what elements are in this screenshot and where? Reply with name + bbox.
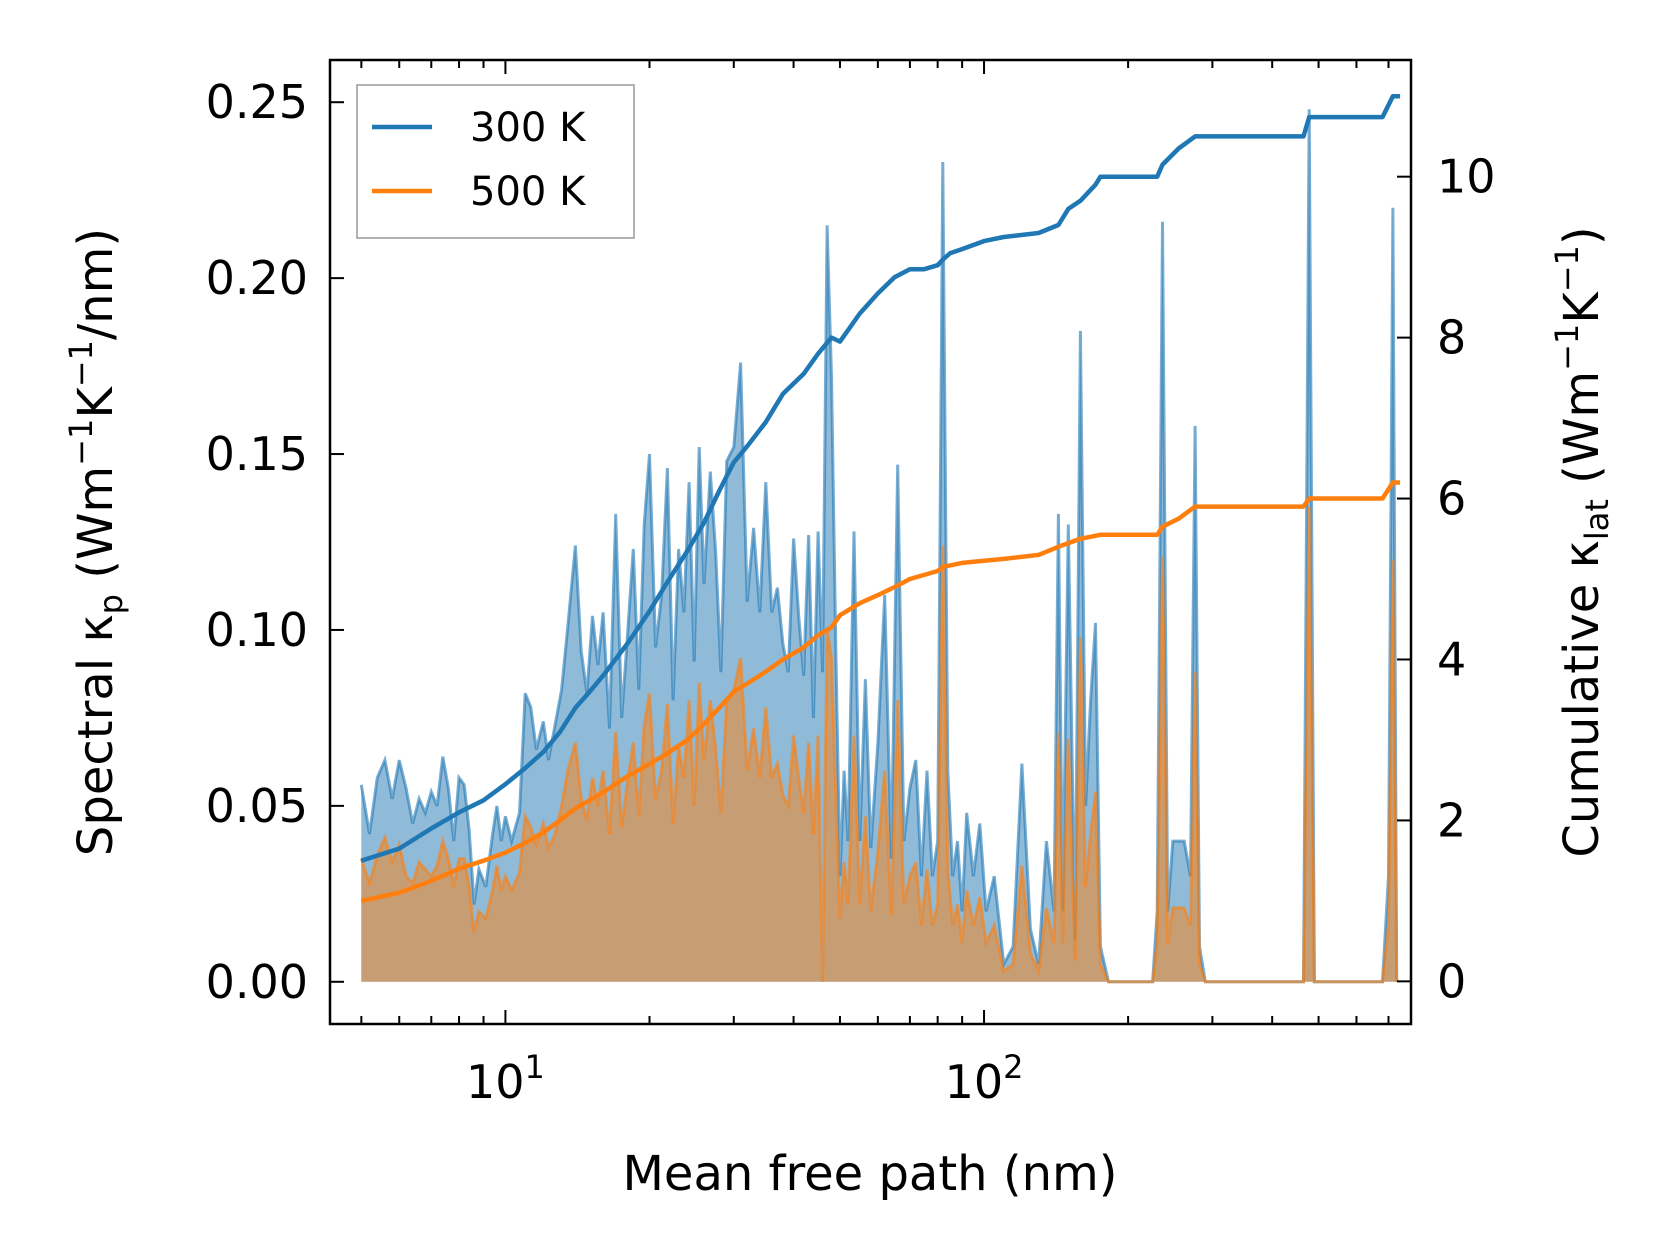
cumulative-line-500k [360, 480, 1401, 904]
x-tick-label: 101 [466, 1048, 545, 1109]
y-right-tick-label: 6 [1437, 472, 1466, 526]
y-axis-left-title: Spectral κp (Wm−1K−1/nm) [62, 228, 130, 856]
legend: 300 K 500 K [356, 84, 635, 239]
y-axis-right-title: Cumulative κlat (Wm−1K−1) [1548, 226, 1616, 857]
y-left-tick-label: 0.20 [206, 251, 308, 305]
plot-frame [328, 58, 1413, 1026]
cumulative-line-300k [360, 93, 1401, 863]
spectral-area-300k [361, 109, 1397, 982]
spectral-line-300k [359, 109, 1399, 984]
x-axis-title: Mean free path (nm) [623, 1146, 1118, 1202]
legend-label-300K: 300 K [470, 105, 587, 151]
y-left-tick-label: 0.00 [206, 955, 308, 1009]
y-right-tick-label: 0 [1437, 954, 1466, 1008]
legend-box [356, 84, 635, 239]
spectral-line-500k [359, 506, 1399, 984]
y-right-tick-label: 8 [1437, 311, 1466, 365]
y-right-tick-label: 4 [1437, 632, 1466, 686]
y-right-tick-label: 2 [1437, 793, 1466, 847]
series-layer [359, 93, 1401, 984]
spectral-area-500k [361, 506, 1397, 982]
y-left-tick-label: 0.10 [206, 603, 308, 657]
legend-label-500K: 500 K [470, 169, 587, 215]
x-tick-label: 102 [945, 1048, 1024, 1109]
ticks-layer: 0.00 0.05 0.10 0.15 0.20 0.25 0 2 4 6 8 10 101 102 [206, 60, 1496, 1109]
y-left-tick-label: 0.15 [206, 427, 308, 481]
y-left-tick-label: 0.05 [206, 779, 308, 833]
y-right-tick-label: 10 [1437, 150, 1496, 204]
y-left-tick-label: 0.25 [206, 75, 308, 129]
